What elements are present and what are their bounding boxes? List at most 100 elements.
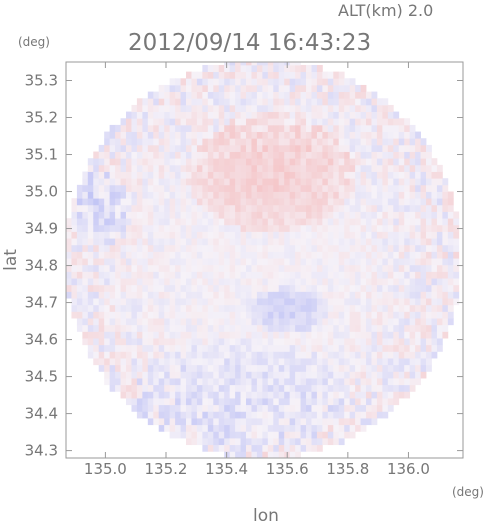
heatmap-cell (71, 284, 78, 292)
heatmap-cell (295, 131, 301, 139)
heatmap-cell (196, 238, 203, 246)
heatmap-cell (447, 311, 454, 319)
heatmap-cell (311, 198, 318, 206)
heatmap-cell (382, 158, 389, 166)
heatmap-cell (420, 324, 427, 332)
heatmap-cell (333, 264, 340, 272)
heatmap-cell (262, 78, 269, 86)
heatmap-cell (344, 84, 351, 93)
heatmap-cell (180, 138, 187, 146)
heatmap-cell (109, 304, 116, 312)
heatmap-cell (186, 338, 192, 346)
heatmap-cell (207, 438, 214, 446)
heatmap-cell (109, 151, 116, 159)
heatmap-cell (142, 291, 149, 299)
heatmap-cell (316, 258, 323, 266)
heatmap-cell (142, 164, 149, 172)
heatmap-cell (349, 151, 356, 159)
heatmap-cell (147, 238, 154, 246)
heatmap-cell (207, 184, 214, 192)
heatmap-cell (338, 118, 345, 126)
heatmap-cell (415, 204, 421, 212)
heatmap-cell (218, 258, 225, 266)
heatmap-cell (284, 84, 291, 93)
heatmap-cell (355, 184, 361, 192)
heatmap-cell (142, 124, 149, 132)
heatmap-cell (289, 224, 296, 232)
heatmap-cell (126, 378, 132, 386)
heatmap-cell (164, 124, 171, 132)
heatmap-cell (322, 131, 329, 139)
heatmap-cell (262, 284, 269, 292)
heatmap-cell (306, 131, 312, 139)
heatmap-cell (224, 251, 231, 259)
heatmap-cell (93, 224, 100, 232)
heatmap-cell (316, 164, 323, 172)
heatmap-cell (240, 411, 247, 419)
heatmap-cell (322, 164, 329, 172)
heatmap-cell (191, 344, 198, 352)
heatmap-cell (93, 178, 100, 186)
heatmap-cell (142, 144, 149, 152)
heatmap-cell (115, 284, 121, 292)
heatmap-cell (273, 118, 280, 126)
heatmap-cell (289, 331, 296, 339)
heatmap-cell (93, 351, 100, 359)
heatmap-cell (98, 284, 105, 292)
heatmap-cell (82, 184, 89, 192)
heatmap-cell (371, 204, 378, 212)
heatmap-cell (300, 184, 307, 192)
heatmap-cell (333, 158, 340, 166)
heatmap-cell (235, 104, 241, 112)
heatmap-cell (409, 178, 416, 186)
heatmap-cell (333, 111, 340, 119)
heatmap-cell (262, 451, 269, 458)
heatmap-cell (284, 418, 291, 426)
heatmap-cell (175, 364, 181, 372)
heatmap-cell (409, 204, 416, 212)
heatmap-cell (158, 244, 165, 252)
heatmap-cell (262, 318, 269, 326)
heatmap-cell (76, 258, 83, 266)
heatmap-cell (164, 164, 171, 172)
heatmap-cell (109, 244, 116, 252)
heatmap-cell (164, 284, 171, 292)
heatmap-cell (273, 64, 280, 73)
heatmap-cell (229, 271, 236, 279)
heatmap-cell (284, 278, 291, 286)
heatmap-cell (355, 171, 361, 179)
heatmap-cell (387, 211, 394, 219)
heatmap-cell (355, 244, 361, 252)
heatmap-cell (376, 391, 383, 399)
heatmap-cell (82, 178, 89, 186)
heatmap-cell (404, 278, 411, 286)
heatmap-cell (93, 171, 100, 179)
heatmap-cell (404, 264, 411, 272)
heatmap-cell (240, 384, 247, 392)
heatmap-cell (191, 131, 198, 139)
heatmap-cell (180, 244, 187, 252)
heatmap-cell (213, 358, 220, 366)
heatmap-cell (322, 391, 329, 399)
heatmap-cell (158, 284, 165, 292)
heatmap-cell (246, 278, 252, 286)
heatmap-cell (333, 358, 340, 366)
heatmap-cell (436, 204, 443, 212)
heatmap-cell (311, 298, 318, 306)
heatmap-cell (387, 131, 394, 139)
heatmap-cell (453, 238, 460, 246)
heatmap-cell (202, 218, 209, 226)
heatmap-cell (164, 271, 171, 279)
heatmap-cell (371, 324, 378, 332)
heatmap-cell (218, 238, 225, 246)
heatmap-cell (366, 231, 372, 239)
heatmap-cell (278, 91, 285, 99)
heatmap-cell (311, 64, 318, 73)
heatmap-cell (213, 331, 220, 339)
heatmap-cell (76, 284, 83, 292)
heatmap-cell (300, 211, 307, 219)
heatmap-cell (355, 91, 361, 99)
heatmap-cell (229, 438, 236, 446)
heatmap-cell (453, 271, 460, 279)
heatmap-cell (153, 364, 160, 372)
